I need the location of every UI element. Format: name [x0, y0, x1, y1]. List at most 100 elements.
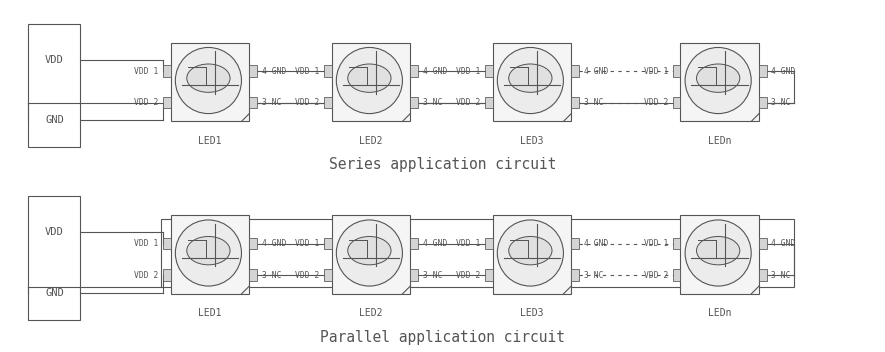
Text: 3 NC: 3 NC	[772, 98, 791, 107]
Text: VDD 1: VDD 1	[134, 239, 158, 248]
Bar	[250, 97, 258, 108]
Text: 3 NC: 3 NC	[583, 271, 603, 279]
Text: LED1: LED1	[198, 136, 222, 146]
Bar	[411, 65, 419, 77]
Bar	[759, 97, 767, 108]
Text: 3 NC: 3 NC	[423, 271, 442, 279]
Polygon shape	[171, 43, 250, 121]
Text: VDD 1: VDD 1	[643, 67, 668, 76]
Text: VDD 1: VDD 1	[456, 67, 481, 76]
Text: VDD 2: VDD 2	[456, 271, 481, 279]
Bar	[324, 65, 332, 77]
Bar	[163, 97, 171, 108]
Polygon shape	[681, 215, 759, 294]
Bar	[163, 238, 171, 250]
Text: VDD 1: VDD 1	[295, 67, 319, 76]
Bar	[163, 65, 171, 77]
Text: VDD 1: VDD 1	[456, 239, 481, 248]
Text: VDD 2: VDD 2	[295, 271, 319, 279]
Text: 3 NC: 3 NC	[583, 98, 603, 107]
Text: VDD 1: VDD 1	[134, 67, 158, 76]
Text: 4 GND: 4 GND	[583, 239, 608, 248]
Bar	[485, 269, 493, 281]
Bar	[163, 269, 171, 281]
Bar	[411, 97, 419, 108]
Text: 4 GND: 4 GND	[423, 67, 447, 76]
Circle shape	[497, 48, 564, 114]
Bar	[572, 238, 579, 250]
Ellipse shape	[509, 64, 552, 92]
Circle shape	[685, 48, 751, 114]
Text: 4 GND: 4 GND	[772, 239, 796, 248]
Circle shape	[685, 220, 751, 286]
Bar	[572, 97, 579, 108]
Bar	[411, 269, 419, 281]
Text: VDD 2: VDD 2	[643, 271, 668, 279]
Text: LEDn: LEDn	[708, 136, 732, 146]
Ellipse shape	[348, 237, 391, 265]
Bar	[250, 269, 258, 281]
Text: GND: GND	[45, 115, 64, 125]
Text: Series application circuit: Series application circuit	[328, 157, 557, 172]
Bar	[759, 238, 767, 250]
Text: 4 GND: 4 GND	[262, 239, 286, 248]
Polygon shape	[332, 215, 411, 294]
Bar	[250, 65, 258, 77]
Text: 4 GND: 4 GND	[583, 67, 608, 76]
Ellipse shape	[696, 237, 740, 265]
Bar	[324, 269, 332, 281]
Ellipse shape	[187, 64, 230, 92]
Text: 3 NC: 3 NC	[423, 98, 442, 107]
Bar	[324, 238, 332, 250]
Text: VDD 2: VDD 2	[643, 98, 668, 107]
Bar	[759, 65, 767, 77]
Bar	[673, 238, 681, 250]
Polygon shape	[493, 43, 572, 121]
Text: 3 NC: 3 NC	[262, 271, 281, 279]
Text: 4 GND: 4 GND	[423, 239, 447, 248]
Text: VDD 1: VDD 1	[643, 239, 668, 248]
Bar	[485, 238, 493, 250]
Bar	[673, 97, 681, 108]
Bar	[411, 238, 419, 250]
Polygon shape	[332, 43, 411, 121]
Polygon shape	[681, 43, 759, 121]
Text: VDD 2: VDD 2	[134, 98, 158, 107]
Bar	[485, 65, 493, 77]
Ellipse shape	[696, 64, 740, 92]
Circle shape	[175, 48, 242, 114]
Text: 4 GND: 4 GND	[772, 67, 796, 76]
Bar	[673, 269, 681, 281]
Text: GND: GND	[45, 288, 64, 298]
Bar	[673, 65, 681, 77]
Bar	[759, 269, 767, 281]
Bar	[324, 97, 332, 108]
Bar	[572, 65, 579, 77]
Ellipse shape	[348, 64, 391, 92]
Text: LED2: LED2	[359, 136, 382, 146]
Text: LED3: LED3	[520, 308, 543, 318]
Text: 4 GND: 4 GND	[262, 67, 286, 76]
Bar	[572, 269, 579, 281]
Ellipse shape	[187, 237, 230, 265]
Text: 3 NC: 3 NC	[262, 98, 281, 107]
Circle shape	[497, 220, 564, 286]
Text: LED1: LED1	[198, 308, 222, 318]
Text: VDD 2: VDD 2	[295, 98, 319, 107]
Text: VDD: VDD	[45, 55, 64, 65]
Text: VDD 1: VDD 1	[295, 239, 319, 248]
Circle shape	[175, 220, 242, 286]
Text: LED3: LED3	[520, 136, 543, 146]
Text: LED2: LED2	[359, 308, 382, 318]
Text: LEDn: LEDn	[708, 308, 732, 318]
Text: Parallel application circuit: Parallel application circuit	[320, 330, 565, 345]
Text: VDD 2: VDD 2	[134, 271, 158, 279]
Circle shape	[336, 48, 403, 114]
Circle shape	[336, 220, 403, 286]
Polygon shape	[493, 215, 572, 294]
Ellipse shape	[509, 237, 552, 265]
Bar	[485, 97, 493, 108]
Text: 3 NC: 3 NC	[772, 271, 791, 279]
Polygon shape	[171, 215, 250, 294]
Text: VDD 2: VDD 2	[456, 98, 481, 107]
